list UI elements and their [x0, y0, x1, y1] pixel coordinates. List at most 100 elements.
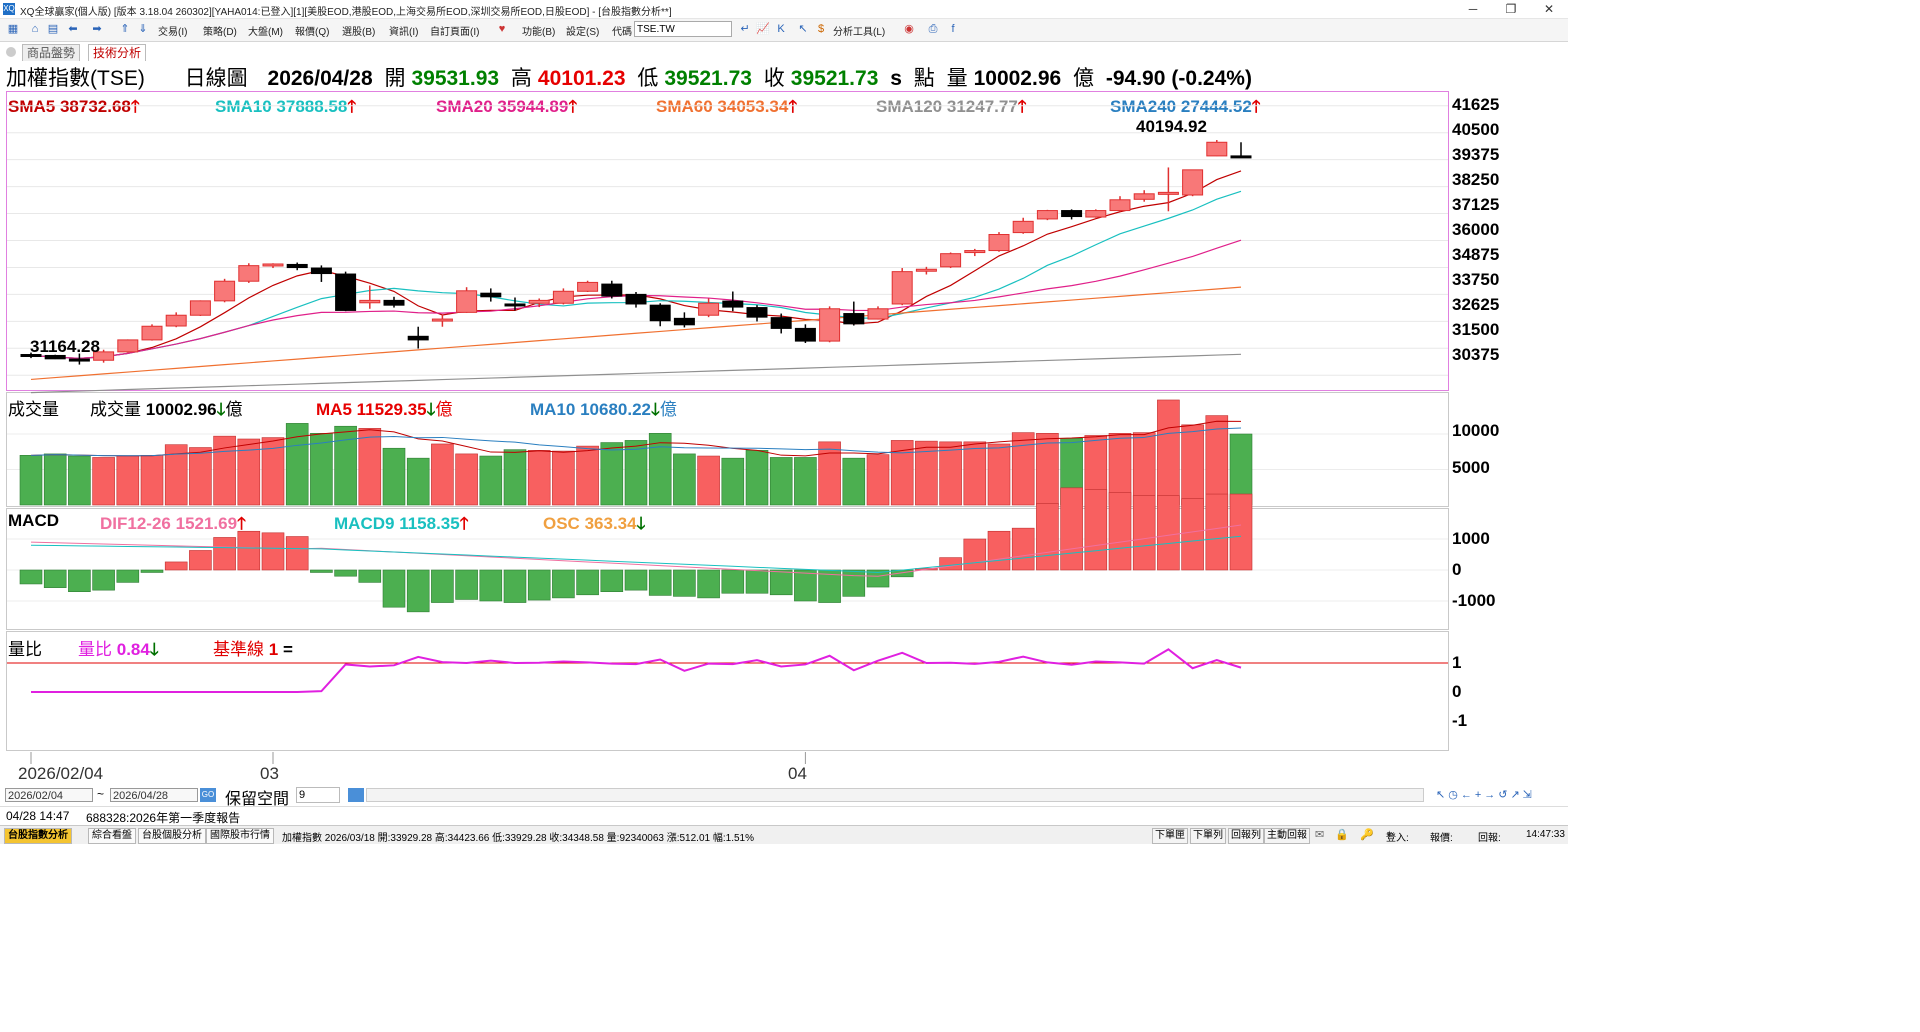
candle	[1109, 196, 1131, 212]
up-double-icon[interactable]: ⇑	[120, 23, 130, 35]
volume-bar	[552, 450, 575, 506]
analysis-tools-menu[interactable]: 分析工具(L)	[833, 27, 886, 38]
tab-market-overview[interactable]: 商品盤勢	[22, 44, 81, 61]
candle	[44, 354, 66, 360]
order-box-button[interactable]: 下單匣	[1152, 828, 1188, 844]
forward-icon[interactable]: ➡	[92, 23, 102, 35]
macd-panel[interactable]	[6, 508, 1449, 630]
price-tick: 38250	[1452, 170, 1500, 189]
ticker-text: 加權指數 2026/03/18 開:33929.28 高:34423.66 低:…	[282, 833, 754, 844]
macd-tick: 1000	[1452, 529, 1490, 548]
volume-bar	[431, 443, 454, 506]
volume-bar	[624, 440, 648, 506]
cursor-icon[interactable]: ↖	[798, 23, 808, 35]
volume-bar	[697, 455, 720, 506]
macd-tick: -1000	[1452, 591, 1496, 610]
view-tabs: 商品盤勢 技術分析	[0, 43, 1568, 61]
menu-function[interactable]: 功能(B)	[522, 27, 556, 38]
candle-body	[528, 299, 550, 304]
candle	[988, 232, 1010, 252]
to-date-input[interactable]: 2026/04/28	[110, 788, 198, 802]
sma60-line	[30, 286, 1242, 381]
tab-close-icon[interactable]	[6, 47, 16, 57]
macd-osc-bars	[19, 487, 1253, 613]
heart-icon[interactable]: ♥	[498, 23, 506, 35]
menu-strategy[interactable]: 策略(D)	[203, 27, 237, 38]
candle	[93, 349, 115, 363]
menu-screener[interactable]: 選股(B)	[342, 27, 376, 38]
ratio-panel[interactable]	[6, 631, 1449, 751]
task-tab-stock-analysis[interactable]: 台股個股分析	[138, 828, 206, 844]
down-double-icon[interactable]: ⇓	[138, 23, 148, 35]
chart-zoom-controls[interactable]: ↖◷←+→↺↗⇲	[1436, 789, 1535, 801]
chart-icon[interactable]: 📈	[756, 23, 770, 35]
reserve-space-input[interactable]: 9	[296, 787, 340, 803]
menu-trade[interactable]: 交易(I)	[158, 27, 188, 38]
volume-panel[interactable]	[6, 392, 1449, 507]
order-bar-button[interactable]: 下單列	[1190, 828, 1226, 844]
x-label-start: 2026/02/04	[18, 764, 104, 783]
close-label: 收	[763, 67, 785, 90]
candle-body	[214, 280, 236, 302]
date-range-bar: 2026/02/04 ~ 2026/04/28 GO 保留空間 9 ↖◷←+→↺…	[0, 786, 1568, 808]
volume-bar	[648, 433, 672, 506]
task-tab-global-markets[interactable]: 國際股市行情	[206, 828, 274, 844]
enter-icon[interactable]: ↵	[740, 23, 750, 35]
menu-market[interactable]: 大盤(M)	[248, 27, 283, 38]
volume-bar	[334, 425, 357, 506]
from-date-input[interactable]: 2026/02/04	[5, 788, 93, 802]
maximize-icon[interactable]: ❐	[1505, 2, 1517, 16]
menu-custom-page[interactable]: 自訂頁面(I)	[430, 27, 480, 38]
report-bar-button[interactable]: 回報列	[1228, 828, 1264, 844]
status-icons[interactable]: ✉ 🔒 🔑 ✦	[1315, 829, 1398, 841]
x-label-march: 03	[260, 764, 279, 783]
dollar-icon[interactable]: $	[817, 23, 825, 35]
macd-osc-bar	[527, 569, 551, 601]
candle	[819, 306, 841, 343]
candle	[1230, 142, 1252, 159]
facebook-icon[interactable]: f	[951, 23, 955, 35]
active-report-button[interactable]: 主動回報	[1264, 828, 1310, 844]
volume-bar	[1157, 399, 1180, 506]
task-tab-overview[interactable]: 綜合看盤	[88, 828, 136, 844]
macd-osc-bar	[842, 569, 866, 597]
k-icon[interactable]: K	[777, 23, 785, 35]
sma20-legend: SMA20 35944.89🡑	[436, 97, 578, 116]
menu-info[interactable]: 資訊(I)	[389, 27, 419, 38]
back-icon[interactable]: ⬅	[68, 23, 78, 35]
menu-quote[interactable]: 報價(Q)	[295, 27, 330, 38]
status-message[interactable]: 688328:2026年第一季度報告	[86, 811, 241, 825]
chart-scrollbar[interactable]	[366, 788, 1424, 802]
layout-icon[interactable]: ▤	[47, 23, 59, 35]
sma120-line	[30, 353, 1242, 394]
home-icon[interactable]: ⌂	[31, 23, 39, 35]
tab-technical-analysis[interactable]: 技術分析	[88, 44, 147, 61]
close-value: 39521.73	[790, 67, 879, 90]
menu-settings[interactable]: 設定(S)	[566, 27, 600, 38]
candle	[673, 312, 695, 328]
candlestick-series	[20, 140, 1252, 365]
volume-bar	[915, 440, 938, 506]
close-icon[interactable]: ✕	[1543, 2, 1555, 16]
volume-bar	[189, 447, 212, 506]
candle	[940, 252, 962, 269]
go-button[interactable]: GO	[200, 788, 216, 802]
macd-osc-bar	[479, 569, 503, 602]
candle-body	[1230, 155, 1252, 159]
go-small-icon[interactable]	[348, 788, 364, 802]
candle-body	[310, 267, 332, 275]
macd-osc-bar	[721, 569, 745, 594]
code-input[interactable]: TSE.TW	[634, 21, 732, 37]
price-panel[interactable]	[6, 91, 1449, 391]
minimize-icon[interactable]: ─	[1468, 2, 1478, 16]
record-icon[interactable]: ◉	[904, 23, 914, 35]
candle-body	[1109, 199, 1131, 212]
task-tab-index-analysis[interactable]: 台股指數分析	[4, 828, 72, 844]
volume-bar	[939, 441, 962, 506]
grid-icon[interactable]: ▦	[7, 23, 19, 35]
candle	[286, 262, 308, 271]
volume-bar	[406, 457, 430, 506]
candle-body	[746, 307, 768, 318]
ratio-lines	[7, 648, 1448, 693]
print-icon[interactable]: ⎙	[928, 23, 938, 35]
